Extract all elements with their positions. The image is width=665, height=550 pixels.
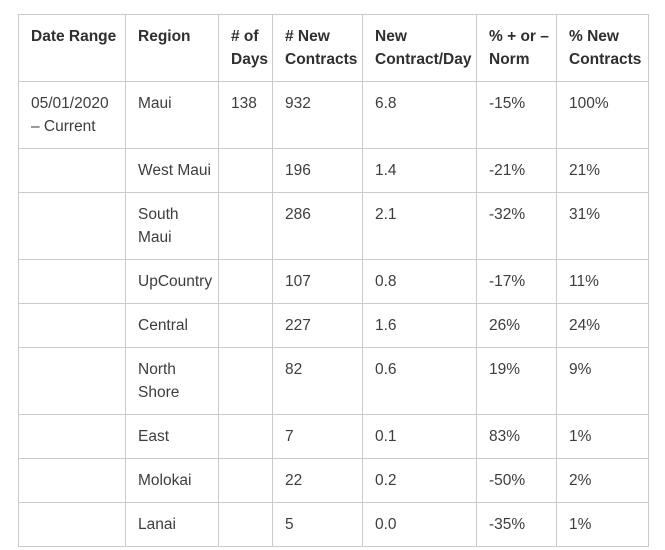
table-row: South Maui 286 2.1 -32% 31% — [18, 192, 649, 260]
contracts-table: Date Range Region # of Days # New Contra… — [18, 14, 649, 547]
cell-days — [218, 148, 273, 193]
cell-contract-per-day: 1.6 — [362, 303, 477, 348]
cell-days: 138 — [218, 81, 273, 149]
cell-region: Central — [125, 303, 219, 348]
cell-pct-norm: 26% — [476, 303, 557, 348]
cell-new-contracts: 5 — [272, 502, 363, 547]
cell-date-range — [18, 502, 126, 547]
cell-date-range — [18, 303, 126, 348]
cell-region: Molokai — [125, 458, 219, 503]
table-row: 05/01/2020 – Current Maui 138 932 6.8 -1… — [18, 81, 649, 149]
cell-days — [218, 502, 273, 547]
cell-contract-per-day: 6.8 — [362, 81, 477, 149]
cell-pct-norm: -15% — [476, 81, 557, 149]
cell-contract-per-day: 0.0 — [362, 502, 477, 547]
cell-region: North Shore — [125, 347, 219, 415]
cell-pct-new-contracts: 21% — [556, 148, 649, 193]
cell-contract-per-day: 0.2 — [362, 458, 477, 503]
table-row: UpCountry 107 0.8 -17% 11% — [18, 259, 649, 304]
cell-date-range — [18, 347, 126, 415]
table-row: Central 227 1.6 26% 24% — [18, 303, 649, 348]
cell-pct-new-contracts: 1% — [556, 502, 649, 547]
cell-pct-norm: 83% — [476, 414, 557, 459]
table-row: North Shore 82 0.6 19% 9% — [18, 347, 649, 415]
cell-days — [218, 347, 273, 415]
cell-pct-new-contracts: 2% — [556, 458, 649, 503]
cell-pct-norm: -21% — [476, 148, 557, 193]
cell-date-range — [18, 192, 126, 260]
cell-region: South Maui — [125, 192, 219, 260]
cell-new-contracts: 22 — [272, 458, 363, 503]
cell-pct-norm: -50% — [476, 458, 557, 503]
cell-date-range — [18, 259, 126, 304]
cell-contract-per-day: 1.4 — [362, 148, 477, 193]
cell-date-range — [18, 458, 126, 503]
cell-contract-per-day: 0.8 — [362, 259, 477, 304]
cell-contract-per-day: 0.6 — [362, 347, 477, 415]
table-header-row: Date Range Region # of Days # New Contra… — [18, 14, 649, 82]
col-header-pct-norm: % + or – Norm — [476, 14, 557, 82]
cell-pct-new-contracts: 100% — [556, 81, 649, 149]
cell-new-contracts: 932 — [272, 81, 363, 149]
cell-region: Maui — [125, 81, 219, 149]
cell-pct-new-contracts: 31% — [556, 192, 649, 260]
cell-contract-per-day: 2.1 — [362, 192, 477, 260]
col-header-new-contracts: # New Contracts — [272, 14, 363, 82]
cell-days — [218, 414, 273, 459]
cell-region: East — [125, 414, 219, 459]
table-row: Molokai 22 0.2 -50% 2% — [18, 458, 649, 503]
table-row: Lanai 5 0.0 -35% 1% — [18, 502, 649, 547]
cell-pct-norm: -32% — [476, 192, 557, 260]
cell-contract-per-day: 0.1 — [362, 414, 477, 459]
cell-region: Lanai — [125, 502, 219, 547]
cell-new-contracts: 227 — [272, 303, 363, 348]
col-header-contract-per-day: New Contract/Day — [362, 14, 477, 82]
cell-pct-norm: 19% — [476, 347, 557, 415]
table-row: East 7 0.1 83% 1% — [18, 414, 649, 459]
table-row: West Maui 196 1.4 -21% 21% — [18, 148, 649, 193]
cell-new-contracts: 196 — [272, 148, 363, 193]
col-header-date-range: Date Range — [18, 14, 126, 82]
cell-new-contracts: 82 — [272, 347, 363, 415]
cell-pct-new-contracts: 11% — [556, 259, 649, 304]
cell-pct-norm: -17% — [476, 259, 557, 304]
cell-days — [218, 192, 273, 260]
cell-pct-new-contracts: 24% — [556, 303, 649, 348]
cell-new-contracts: 7 — [272, 414, 363, 459]
cell-date-range — [18, 414, 126, 459]
cell-date-range — [18, 148, 126, 193]
col-header-region: Region — [125, 14, 219, 82]
cell-days — [218, 303, 273, 348]
cell-days — [218, 259, 273, 304]
cell-pct-new-contracts: 9% — [556, 347, 649, 415]
cell-new-contracts: 286 — [272, 192, 363, 260]
cell-days — [218, 458, 273, 503]
cell-pct-norm: -35% — [476, 502, 557, 547]
cell-new-contracts: 107 — [272, 259, 363, 304]
col-header-days: # of Days — [218, 14, 273, 82]
cell-pct-new-contracts: 1% — [556, 414, 649, 459]
cell-region: West Maui — [125, 148, 219, 193]
cell-date-range: 05/01/2020 – Current — [18, 81, 126, 149]
col-header-pct-new-contracts: % New Contracts — [556, 14, 649, 82]
cell-region: UpCountry — [125, 259, 219, 304]
